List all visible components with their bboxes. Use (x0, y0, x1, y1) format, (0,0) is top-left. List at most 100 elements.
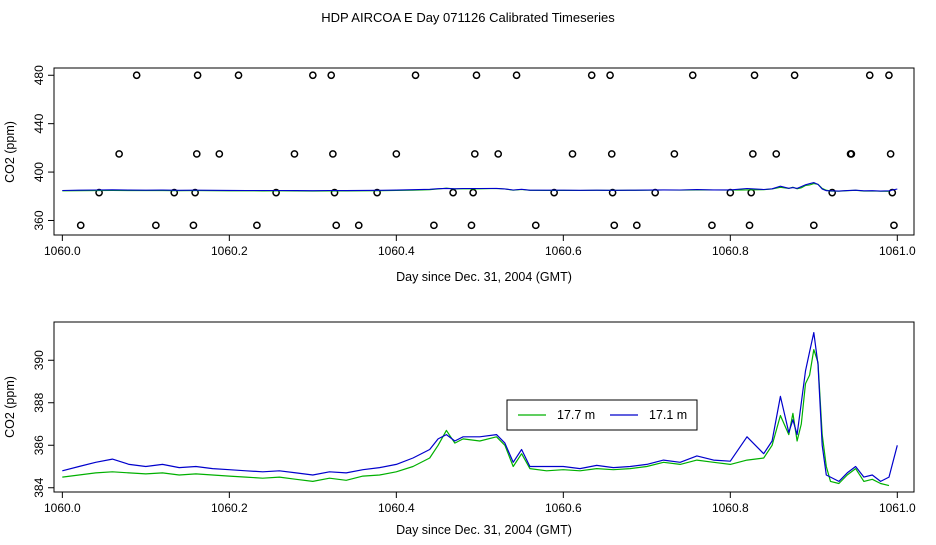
calibration-point (749, 150, 757, 158)
calibration-point (193, 71, 202, 80)
x-tick-label: 1060.8 (712, 244, 749, 258)
calibration-point (272, 188, 280, 197)
x-tick-label: 1060.4 (378, 244, 415, 258)
calibration-point (790, 71, 799, 80)
x-tick-label: 1060.4 (378, 501, 415, 515)
calibration-point (192, 150, 201, 158)
calibration-point (885, 71, 893, 80)
calibration-point (568, 150, 577, 158)
top-x-axis-label: Day since Dec. 31, 2004 (GMT) (396, 270, 572, 284)
x-tick-label: 1060.8 (712, 501, 749, 515)
top-x-axis: 1060.0 1060.2 1060.4 1060.6 1060.8 1061.0 (44, 235, 916, 258)
calibration-point (890, 221, 898, 230)
calibration-point (392, 150, 401, 158)
y-tick-label: 388 (32, 392, 46, 412)
legend-label-series-1: 17.7 m (557, 408, 595, 422)
x-tick-label: 1060.0 (44, 244, 81, 258)
calibration-point (550, 188, 558, 197)
calibration-point (587, 71, 596, 80)
calibration-point (132, 71, 141, 80)
calibration-point (828, 188, 837, 197)
y-tick-label: 440 (32, 113, 46, 133)
calibration-point (632, 221, 641, 230)
calibration-point (809, 221, 818, 230)
calibration-point (354, 221, 363, 230)
top-series-line-2 (62, 182, 898, 192)
series-line-2 (62, 332, 898, 482)
x-tick-label: 1061.0 (879, 244, 916, 258)
calibration-point (847, 150, 856, 158)
calibration-point (688, 71, 697, 80)
legend: 17.7 m 17.1 m (506, 399, 698, 431)
calibration-point (607, 150, 616, 158)
calibration-point (708, 221, 716, 230)
calibration-point (512, 71, 521, 80)
calibration-point (189, 221, 198, 230)
calibration-point (494, 150, 503, 158)
x-tick-label: 1060.2 (211, 244, 248, 258)
bottom-y-axis-label: CO2 (ppm) (3, 376, 17, 438)
calibration-point (332, 221, 341, 230)
bottom-series-lines (62, 332, 898, 487)
calibration-point (865, 71, 874, 80)
calibration-point (76, 221, 85, 230)
calibration-point (290, 150, 299, 158)
top-panel: 1060.0 1060.2 1060.4 1060.6 1060.8 1061.0 360… (3, 65, 916, 284)
y-tick-label: 400 (32, 162, 46, 182)
top-series-lines (62, 182, 898, 192)
x-tick-label: 1060.2 (211, 501, 248, 515)
calibration-point (608, 188, 617, 197)
bottom-panel-frame (53, 321, 915, 493)
calibration-point (610, 221, 619, 230)
y-tick-label: 390 (32, 350, 46, 370)
y-tick-label: 480 (32, 65, 46, 85)
bottom-y-axis: 384 386 388 390 (32, 350, 54, 498)
x-tick-label: 1060.6 (545, 244, 582, 258)
calibration-point (467, 221, 476, 230)
calibration-point (747, 188, 756, 197)
top-y-axis: 360 400 440 480 (32, 65, 54, 230)
calibration-point (606, 71, 614, 80)
calibration-point (373, 188, 381, 197)
top-y-axis-label: CO2 (ppm) (3, 121, 17, 183)
calibration-point (308, 71, 317, 80)
calibration-point (750, 71, 759, 80)
calibration-point (152, 221, 160, 230)
calibration-point (215, 150, 224, 158)
top-calibration-points (76, 71, 898, 230)
calibration-point (470, 150, 479, 158)
series-line-1 (62, 349, 890, 487)
calibration-point (449, 188, 457, 197)
x-tick-label: 1061.0 (879, 501, 916, 515)
bottom-x-axis: 1060.0 1060.2 1060.4 1060.6 1060.8 1061.0 (44, 492, 916, 515)
calibration-point (253, 221, 261, 230)
calibration-point (115, 150, 123, 158)
calibration-point (472, 71, 481, 80)
x-tick-label: 1060.6 (545, 501, 582, 515)
top-panel-frame (53, 67, 915, 236)
bottom-panel: 1060.0 1060.2 1060.4 1060.6 1060.8 1061.0 384… (3, 321, 916, 537)
calibration-point (469, 188, 477, 197)
calibration-point (886, 150, 895, 158)
calibration-point (329, 150, 337, 158)
calibration-point (170, 188, 179, 197)
y-tick-label: 384 (32, 477, 46, 497)
figure-title: HDP AIRCOA E Day 071126 Calibrated Times… (321, 10, 615, 25)
y-tick-label: 386 (32, 435, 46, 455)
calibration-point (670, 150, 679, 158)
legend-label-series-2: 17.1 m (649, 408, 687, 422)
y-tick-label: 360 (32, 210, 46, 230)
calibration-point (191, 188, 199, 197)
calibration-point (327, 71, 336, 80)
calibration-point (531, 221, 540, 230)
calibration-point (772, 150, 781, 158)
calibration-point (411, 71, 420, 80)
calibration-point (745, 221, 754, 230)
calibration-point (330, 188, 339, 197)
x-tick-label: 1060.0 (44, 501, 81, 515)
calibration-point (234, 71, 243, 80)
bottom-x-axis-label: Day since Dec. 31, 2004 (GMT) (396, 523, 572, 537)
calibration-point (430, 221, 438, 230)
